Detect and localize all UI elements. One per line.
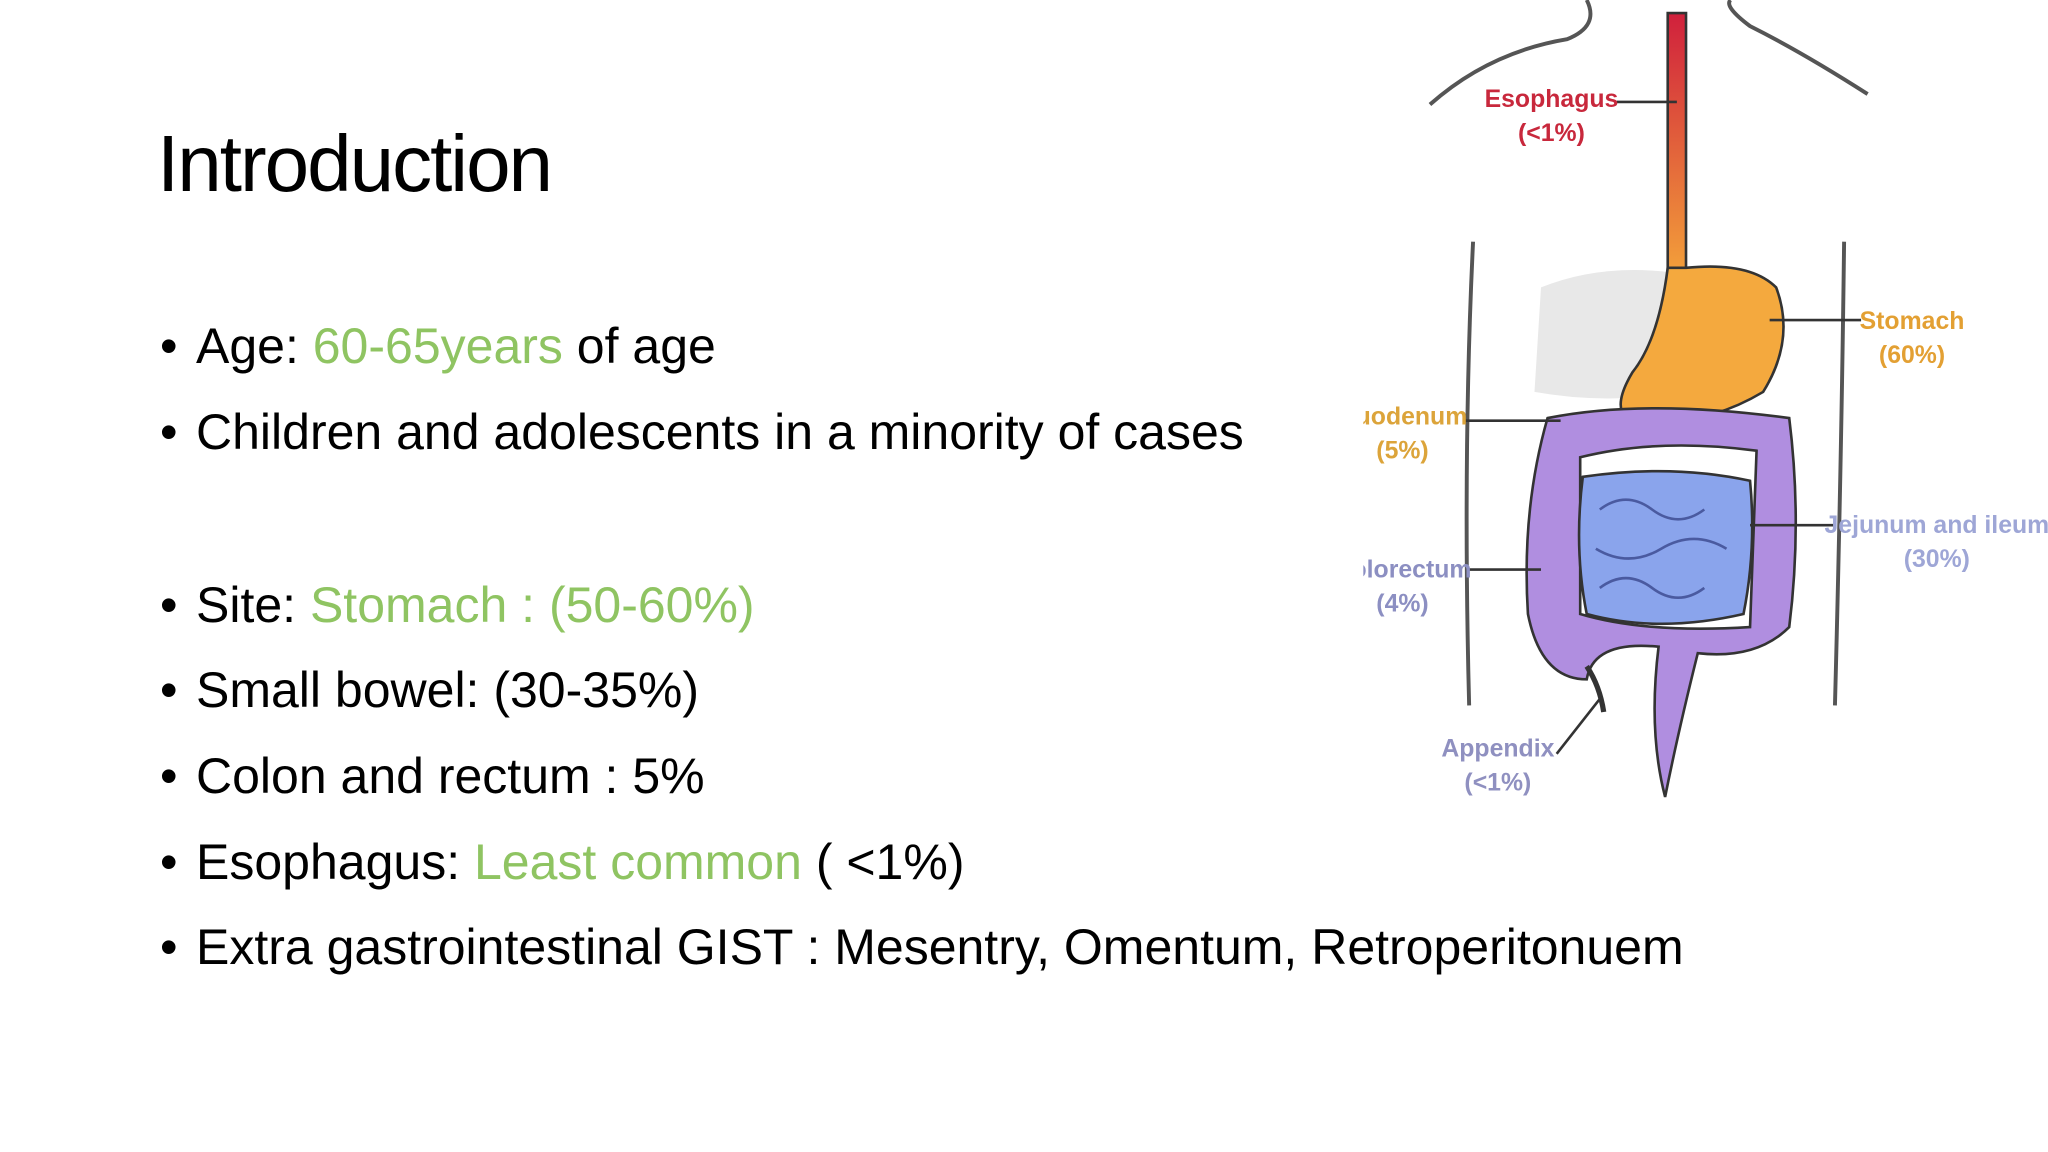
body-outline [1428, 0, 1869, 706]
diagram-label: Stomach [1860, 308, 1965, 335]
bullet: • Children and adolescents in a minority … [160, 402, 1244, 462]
bullet-marker: • [160, 748, 178, 804]
bullet-marker: • [160, 404, 178, 460]
diagram-label: (4%) [1376, 590, 1428, 617]
diagram-label: Colorectum [1358, 556, 1471, 583]
digestive-diagram: Esophagus (<1%) Stomach (60%) Duodenum (5%) Je… [1358, 0, 2048, 798]
bullet-text: Age: [196, 318, 313, 374]
diagram-label: (30%) [1904, 546, 1970, 573]
bullet-text: Extra gastrointestinal GIST : Mesentry, … [196, 919, 1684, 975]
colon [1525, 406, 1798, 798]
bullet-marker: • [160, 577, 178, 633]
bullet: • Small bowel: (30-35%) [160, 660, 699, 720]
bullet-text: Small bowel: (30-35%) [196, 662, 699, 718]
bullet-text: Esophagus: [196, 834, 474, 890]
bullet-marker: • [160, 662, 178, 718]
bullet-text: ( <1%) [801, 834, 965, 890]
bullet-text: Stomach : (50-60%) [309, 577, 755, 633]
bullet: • Age: 60-65years of age [160, 316, 716, 376]
bullet: • Colon and rectum : 5% [160, 746, 705, 806]
diagram-label: (60%) [1879, 342, 1945, 369]
esophagus [1666, 11, 1688, 276]
diagram-label: Appendix [1441, 735, 1554, 762]
bullet-text: Children and adolescents in a minority o… [196, 404, 1244, 460]
slide-title: Introduction [157, 119, 553, 208]
bullet-text: Least common [473, 834, 802, 890]
diagram-label: (<1%) [1518, 120, 1585, 147]
diagram-label: Esophagus [1485, 86, 1619, 113]
bullet: • Site: Stomach : (50-60%) [160, 575, 755, 635]
diagram-label: (<1%) [1464, 769, 1531, 796]
intestine-folds [1595, 498, 1728, 600]
diagram-label: Duodenum [1358, 404, 1467, 431]
bullet-text: of age [562, 318, 716, 374]
bullet-marker: • [160, 318, 178, 374]
diagram-label: Jejunum and ileum [1824, 512, 2048, 539]
bullet-text: 60-65years [312, 318, 563, 374]
bullet: • Extra gastrointestinal GIST : Mesentry,… [160, 917, 1684, 977]
bullet-marker: • [160, 919, 178, 975]
diagram-label: (5%) [1376, 438, 1428, 465]
bullet-text: Colon and rectum : 5% [196, 748, 705, 804]
bullet-text: Site: [196, 577, 310, 633]
bullet: • Esophagus: Least common ( <1%) [160, 832, 964, 892]
leader-lines [1465, 100, 1862, 755]
appendix [1584, 664, 1607, 713]
bullet-marker: • [160, 834, 178, 890]
